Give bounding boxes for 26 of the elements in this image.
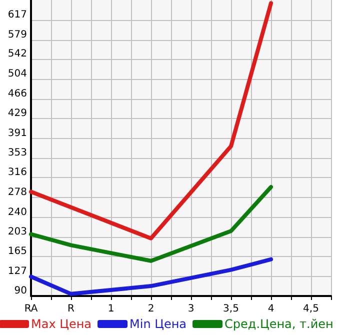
y-tick-label: 429 — [8, 108, 27, 119]
y-tick-label: 542 — [8, 48, 27, 60]
y-tick-label: 504 — [8, 68, 27, 80]
y-tick-label: 203 — [8, 226, 27, 238]
x-tick-label: 4,5 — [303, 304, 319, 314]
legend-label: Max Цена — [31, 317, 92, 331]
y-tick-label: 353 — [8, 148, 27, 159]
x-tick-label: RA — [24, 304, 38, 314]
y-tick-label: 617 — [8, 9, 27, 20]
x-tick-label: 2 — [148, 304, 154, 314]
legend-label: Сред.Цена, т.йен — [224, 317, 334, 331]
x-tick-label: 3,5 — [223, 304, 239, 314]
x-tick-label: 3 — [188, 304, 194, 314]
y-tick-label: 391 — [8, 128, 27, 139]
legend-label: Min Цена — [130, 317, 187, 331]
y-tick-label: 240 — [8, 206, 27, 218]
y-tick-label: 579 — [8, 29, 27, 40]
y-tick-label: 466 — [8, 88, 27, 100]
x-tick-label: 4 — [268, 304, 274, 314]
y-tick-label: 165 — [8, 246, 27, 258]
x-tick-label: 1 — [108, 304, 114, 314]
y-tick-label: 127 — [8, 266, 27, 278]
y-tick-label: 278 — [8, 187, 27, 198]
x-tick-label: R — [68, 304, 75, 314]
y-tick-label: 316 — [8, 167, 27, 178]
y-tick-label: 90 — [14, 286, 27, 296]
